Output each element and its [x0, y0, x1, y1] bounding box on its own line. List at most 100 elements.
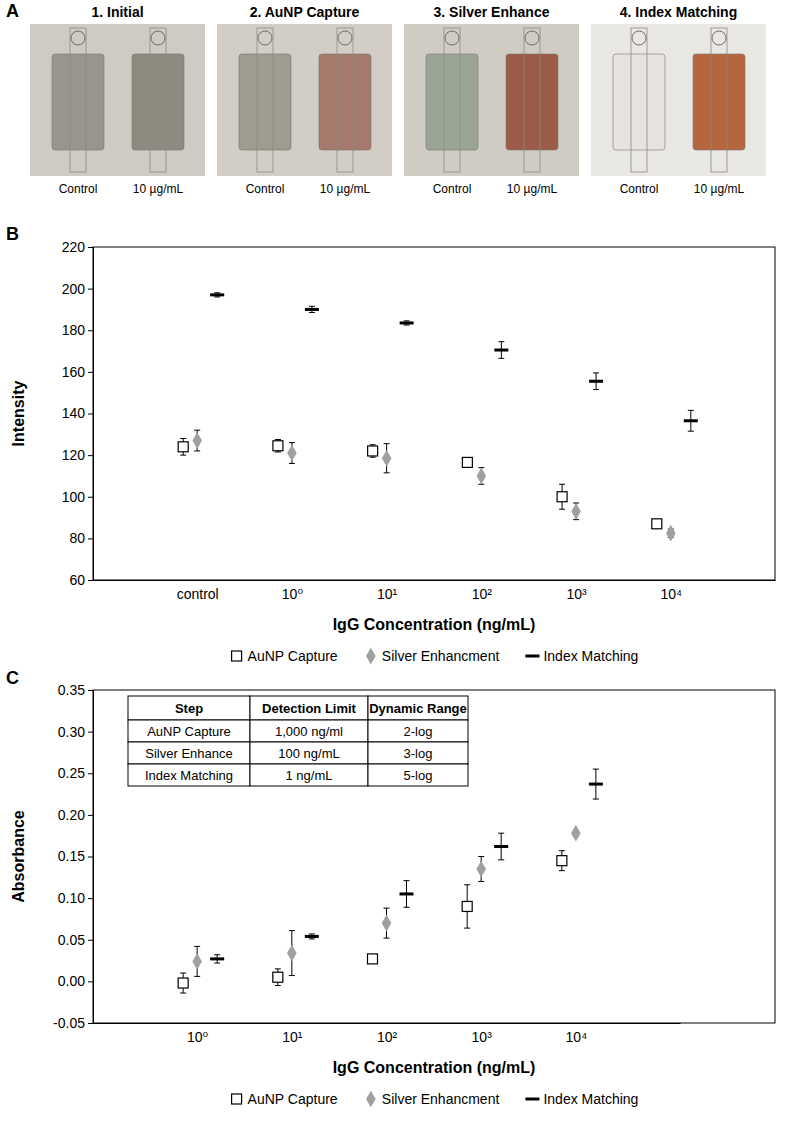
series	[178, 438, 662, 528]
y-tick: 140	[62, 405, 93, 421]
table-text: 1 ng/mL	[286, 768, 333, 783]
table-text: Silver Enhance	[145, 746, 232, 761]
photo: 1. InitialControl10 µg/mL	[30, 4, 205, 196]
data-point	[210, 293, 224, 296]
axis-line	[94, 1023, 681, 1024]
tick-mark	[88, 898, 93, 899]
tick-label: 100	[62, 489, 86, 505]
tick-label: 0.00	[58, 973, 85, 989]
legend-label: Silver Enhancment	[382, 648, 500, 664]
tick-label: 10²	[377, 1029, 398, 1045]
tick-label: 0.30	[58, 724, 85, 740]
legend-label: Index Matching	[543, 1091, 638, 1107]
tick-label: 120	[62, 447, 86, 463]
y-tick: 60	[69, 572, 93, 588]
tick-label: 0.35	[58, 682, 85, 698]
tick-label: control	[177, 586, 219, 602]
paper-strip	[426, 54, 478, 150]
legend-marker	[525, 1098, 539, 1101]
table-cell	[368, 764, 468, 786]
x-axis: 10⁰10¹10²10³10⁴	[94, 1023, 681, 1045]
y-tick: 120	[62, 447, 93, 463]
y-tick: 0.10	[58, 890, 93, 906]
y-tick: 0.05	[58, 932, 93, 948]
y-tick: 220	[62, 239, 93, 255]
tick-label: 10⁴	[566, 1029, 588, 1045]
table-cell	[250, 742, 368, 764]
data-point	[462, 901, 472, 911]
table-cell	[250, 720, 368, 742]
data-point	[305, 935, 319, 938]
photo-title: 2. AuNP Capture	[250, 4, 360, 20]
table-text: 100 ng/mL	[278, 746, 339, 761]
y-tick: 0.30	[58, 724, 93, 740]
tick-label: 80	[69, 530, 85, 546]
tick-label: 10³	[566, 586, 587, 602]
x-tick: 10¹	[282, 1023, 303, 1045]
photo-background	[404, 24, 579, 176]
plot-frame	[93, 690, 775, 1023]
legend-marker	[366, 1091, 376, 1108]
paper-strip	[239, 54, 291, 150]
tick-label: 10⁰	[282, 586, 304, 602]
table-text: 2-log	[404, 724, 433, 739]
photo-background	[217, 24, 392, 176]
axis-line	[94, 580, 776, 581]
tick-mark	[88, 538, 93, 539]
paper-strip	[693, 54, 745, 150]
tick-mark	[88, 414, 93, 415]
legend-item: Silver Enhancment	[366, 1091, 499, 1108]
data-point	[368, 954, 378, 964]
data-point	[494, 349, 508, 352]
data-point	[178, 978, 188, 988]
tick-label: 10⁰	[187, 1029, 209, 1045]
port	[71, 31, 85, 45]
photo-background	[30, 24, 205, 176]
tick-label: 140	[62, 405, 86, 421]
channel	[337, 28, 353, 172]
y-axis-title: Intensity	[10, 381, 27, 447]
tick-label: 10¹	[377, 586, 398, 602]
table-text: 5-log	[404, 768, 433, 783]
tick-mark	[88, 580, 93, 581]
y-tick: 0.15	[58, 848, 93, 864]
tick-label: 10²	[472, 586, 493, 602]
data-point	[210, 957, 224, 960]
y-tick: 0.20	[58, 807, 93, 823]
photo: 3. Silver EnhanceControl10 µg/mL	[404, 4, 579, 196]
tick-mark	[88, 815, 93, 816]
y-tick: 200	[62, 281, 93, 297]
data-point	[684, 419, 698, 422]
tick-mark	[88, 497, 93, 498]
data-point	[571, 503, 581, 520]
port	[445, 31, 459, 45]
tick-mark	[88, 690, 93, 691]
tick-mark	[88, 330, 93, 331]
x-tick: 10³	[566, 580, 587, 602]
axis-line	[88, 248, 94, 581]
data-point	[557, 492, 567, 502]
x-tick: 10²	[472, 580, 493, 602]
data-point	[287, 445, 297, 462]
port	[632, 31, 646, 45]
y-axis-title: Absorbance	[10, 810, 27, 903]
data-point	[305, 308, 319, 311]
photo-background	[591, 24, 766, 176]
x-axis: control10⁰10¹10²10³10⁴	[94, 580, 776, 602]
x-tick: 10⁰	[282, 580, 304, 602]
tick-label: 10¹	[282, 1029, 303, 1045]
legend-item: Index Matching	[525, 648, 638, 664]
paper-strip	[319, 54, 371, 150]
tick-label: 0.10	[58, 890, 85, 906]
x-tick: 10²	[377, 1023, 398, 1045]
photo-label: Control	[246, 182, 285, 196]
tick-label: 0.15	[58, 848, 85, 864]
tick-mark	[88, 247, 93, 248]
paper-strip	[132, 54, 184, 150]
data-point	[273, 972, 283, 982]
photo-title: 4. Index Matching	[620, 4, 737, 20]
channel	[524, 28, 540, 172]
paper-strip	[52, 54, 104, 150]
tick-mark	[88, 289, 93, 290]
data-point	[589, 783, 603, 786]
